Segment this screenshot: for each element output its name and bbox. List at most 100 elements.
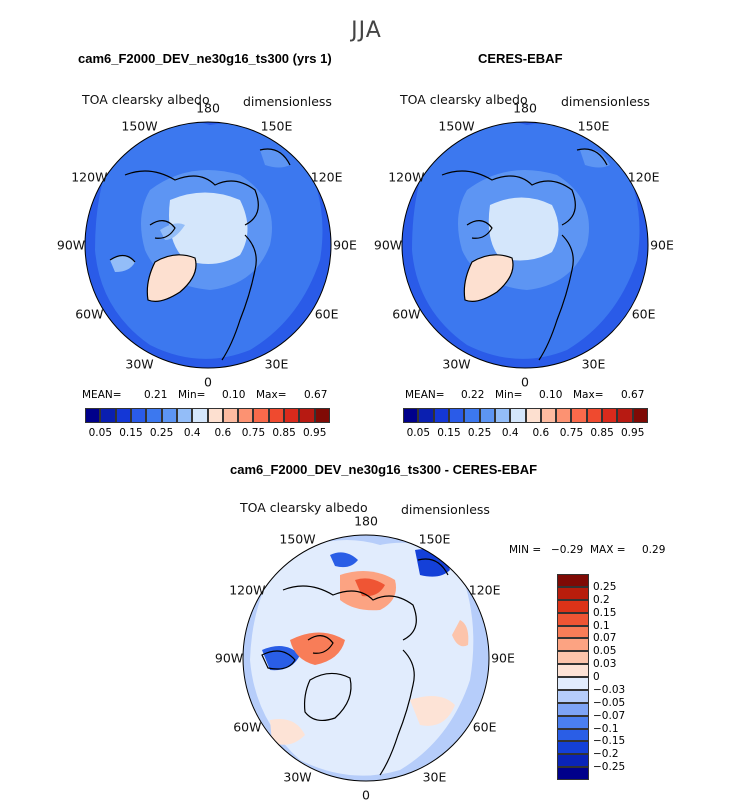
- map-3-colorbar-swatch: [557, 574, 589, 587]
- map-3-colorbar-tick: −0.25: [593, 761, 626, 774]
- map-2-max-value: 0.67: [621, 389, 645, 401]
- map-2-lon-label: 30E: [581, 356, 606, 372]
- map-2-lon-label: 120E: [627, 169, 660, 184]
- map-2-min-label: Min=: [495, 389, 523, 401]
- map-3-colorbar-swatch: [557, 754, 589, 768]
- map-1-colorbar-tick: 0.4: [183, 427, 201, 439]
- map-1-lon-label: 120W: [71, 169, 108, 184]
- map-3-colorbar-swatch: [557, 651, 589, 665]
- map-2-colorbar-swatch: [464, 408, 480, 423]
- map-2-colorbar-swatch: [510, 408, 526, 423]
- map-1-colorbar-swatch: [299, 408, 315, 423]
- map-2-lon-label: 150E: [577, 118, 610, 134]
- map-3-colorbar-tick: 0.03: [593, 658, 617, 671]
- map-1-colorbar-tick: 0.95: [302, 427, 327, 439]
- map-3-min-value: −0.29: [551, 544, 584, 556]
- map-1-colorbar-swatch: [222, 408, 239, 423]
- map-3-max-value: 0.29: [642, 544, 666, 556]
- map-3-colorbar-swatch: [557, 664, 589, 677]
- map-2-lon-label: 30W: [442, 356, 471, 372]
- map-1-min-value: 0.10: [222, 389, 246, 401]
- map-3-variable: TOA clearsky albedo: [240, 500, 368, 515]
- map-3-colorbar-swatch: [557, 625, 589, 639]
- map-3-lon-label: 0: [362, 787, 370, 803]
- map-1-lon-label: 150W: [121, 118, 158, 134]
- map-1-colorbar-swatch: [314, 408, 330, 423]
- map-1-colorbar-swatch: [176, 408, 193, 423]
- map-2-colorbar-swatch: [479, 408, 495, 423]
- map-3-lon-label: 60E: [472, 719, 497, 734]
- map-2-colorbar-swatch: [602, 408, 618, 423]
- map-3-lon-label: 120E: [468, 582, 501, 597]
- map-2-colorbar-tick: 0.6: [532, 427, 550, 439]
- map-3-colorbar-tick: −0.2: [593, 748, 619, 761]
- map-3-colorbar-swatch: [557, 689, 589, 703]
- map-1-colorbar-swatch: [115, 408, 131, 423]
- map-1-colorbar-swatch: [161, 408, 177, 423]
- map-2-lon-label: 150W: [438, 118, 475, 134]
- map-3-colorbar-tick: 0.15: [593, 606, 617, 619]
- map-1-max-label: Max=: [256, 389, 287, 401]
- map-1-lon-label: 30E: [264, 356, 289, 372]
- map-1-colorbar-swatch: [268, 408, 285, 423]
- map-3-colorbar-tick: 0.25: [593, 580, 617, 593]
- map-3-coastlines: [261, 558, 449, 776]
- map-1-lon-label: 30W: [125, 356, 154, 372]
- map-2-colorbar-tick: 0.95: [620, 427, 645, 439]
- map-1-max-value: 0.67: [304, 389, 328, 401]
- map-2-colorbar-swatch: [571, 408, 587, 423]
- map-2-colorbar-tick: 0.25: [467, 427, 492, 439]
- map-2-title: CERES-EBAF: [478, 51, 563, 66]
- map-1-colorbar-swatch: [253, 408, 269, 423]
- map-2-variable: TOA clearsky albedo: [400, 92, 528, 107]
- map-2-colorbar-swatch: [632, 408, 648, 423]
- map-3-min-label: MIN =: [509, 544, 542, 556]
- map-3-lon-label: 30W: [283, 769, 312, 785]
- map-3-colorbar-swatch: [557, 677, 589, 690]
- map-1-colorbar-tick: 0.85: [272, 427, 296, 439]
- map-3-colorbar-tick: 0.05: [593, 645, 617, 658]
- map-2-mean-label: MEAN=: [405, 389, 445, 401]
- map-3-colorbar-tick: 0.1: [593, 619, 610, 632]
- map-3-units: dimensionless: [401, 502, 490, 517]
- map-2-lon-label: 0: [521, 374, 529, 390]
- map-2-coastlines: [441, 148, 608, 361]
- map-3-colorbar-tick: −0.05: [593, 696, 626, 709]
- map-3-lon-label: 60W: [233, 719, 262, 734]
- map-3-colorbar-swatch: [557, 638, 589, 652]
- map-3-colorbar-tick: −0.03: [593, 683, 626, 696]
- map-1-colorbar-swatch: [207, 408, 223, 423]
- map-1-variable: TOA clearsky albedo: [82, 92, 210, 107]
- map-3-lon-label: 120W: [229, 582, 266, 597]
- map-3-title: cam6_F2000_DEV_ne30g16_ts300 - CERES-EBA…: [230, 462, 538, 477]
- map-1-coastlines: [109, 148, 291, 361]
- map-3-colorbar-tick: −0.15: [593, 735, 626, 748]
- map-1-lon-label: 90E: [333, 237, 357, 253]
- map-3-colorbar-tick: −0.1: [593, 722, 619, 735]
- map-3-lon-label: 90W: [214, 650, 244, 666]
- map-1-lon-label: 60E: [314, 306, 339, 321]
- map-1-colorbar-tick: 0.75: [241, 427, 266, 439]
- map-3-lon-label: 150W: [279, 531, 316, 547]
- map-1-colorbar-tick: 0.15: [119, 427, 143, 439]
- map-2-colorbar-swatch: [448, 408, 465, 423]
- map-3-colorbar-swatch: [557, 767, 589, 780]
- map-2-colorbar-tick: 0.4: [501, 427, 519, 439]
- map-2-lon-label: 60E: [631, 306, 656, 321]
- map-2-colorbar-swatch: [494, 408, 511, 423]
- map-3-colorbar-swatch: [557, 702, 589, 716]
- map-1-colorbar-swatch: [146, 408, 162, 423]
- map-1-lon-label: 120E: [310, 169, 343, 184]
- map-2-mean-value: 0.22: [461, 389, 485, 401]
- map-3-colorbar-tick: 0.07: [593, 632, 617, 645]
- map-3-colorbar-swatch: [557, 599, 589, 613]
- map-2-colorbar-swatch: [617, 408, 633, 423]
- map-2-colorbar-tick: 0.85: [590, 427, 614, 439]
- map-1-lon-label: 0: [204, 374, 212, 390]
- map-2-colorbar-tick: 0.75: [559, 427, 584, 439]
- map-2-lon-label: 120W: [388, 169, 425, 184]
- map-3-colorbar-swatch: [557, 741, 589, 755]
- map-1-mean-label: MEAN=: [82, 389, 122, 401]
- map-3-colorbar-swatch: [557, 728, 589, 742]
- map-2-units: dimensionless: [561, 94, 650, 109]
